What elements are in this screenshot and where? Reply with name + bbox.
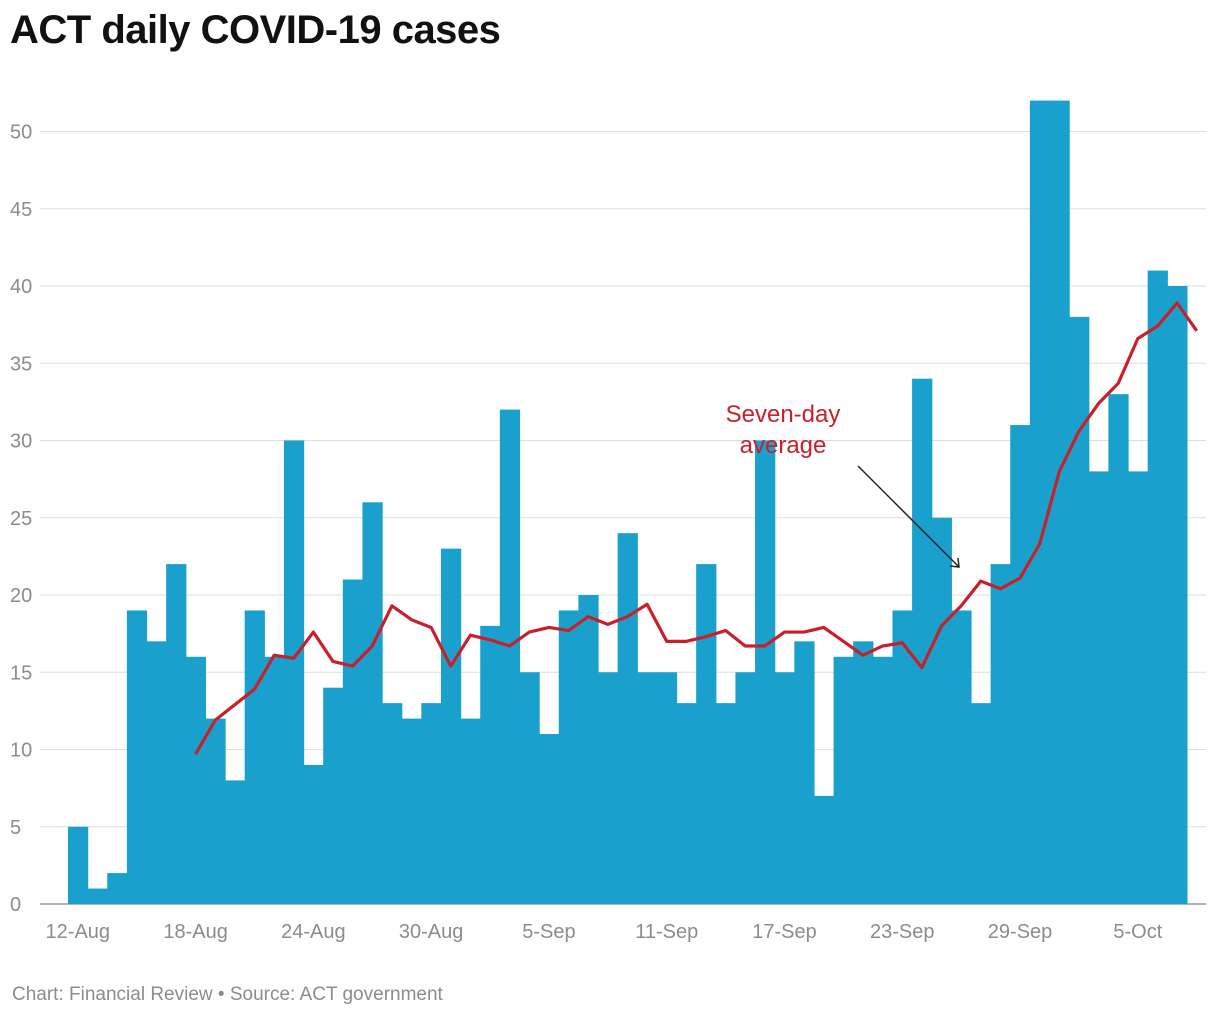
bar — [676, 703, 697, 904]
x-tick-label: 24-Aug — [281, 921, 346, 943]
bar — [990, 564, 1011, 904]
bar — [774, 672, 795, 904]
bar — [715, 703, 737, 904]
bar — [813, 795, 835, 904]
y-tick-label: 20 — [10, 585, 32, 607]
bar — [323, 687, 344, 904]
bar — [382, 703, 403, 904]
bar — [637, 672, 658, 904]
bar — [87, 888, 108, 904]
bar — [1088, 471, 1109, 904]
bar — [872, 656, 894, 904]
x-tick-label: 11-Sep — [635, 921, 698, 943]
bar — [519, 672, 540, 904]
bar — [1069, 316, 1090, 904]
bar — [401, 718, 422, 904]
bar — [794, 641, 815, 904]
bar — [951, 610, 972, 904]
annotation-arrowhead — [949, 557, 960, 568]
x-tick-label: 29-Sep — [988, 921, 1053, 943]
bar — [283, 440, 305, 904]
bar — [421, 703, 442, 904]
bar — [735, 672, 756, 904]
bar — [1128, 471, 1149, 904]
average-line — [194, 301, 1199, 755]
average-line-series — [194, 301, 1199, 755]
bar — [656, 672, 678, 904]
y-tick-label: 40 — [10, 276, 32, 298]
bar — [833, 656, 854, 904]
bar — [185, 656, 207, 904]
bar — [362, 502, 383, 904]
bar — [912, 378, 933, 904]
bar-series — [68, 100, 1188, 905]
bar — [1108, 394, 1129, 904]
bar — [755, 440, 776, 904]
bar — [460, 718, 481, 904]
bar — [1167, 286, 1188, 904]
bar — [440, 548, 462, 904]
bar — [264, 656, 285, 904]
bar — [480, 625, 501, 904]
annotation: Seven-day average — [726, 401, 960, 568]
bar — [225, 780, 246, 904]
bar — [1029, 100, 1051, 905]
bar — [970, 703, 992, 904]
y-axis-ticks: 0 5 10 15 20 25 30 35 40 45 50 — [10, 122, 32, 917]
y-tick-label: 0 — [10, 894, 21, 916]
chart-footer: Chart: Financial Review • Source: ACT go… — [12, 984, 443, 1005]
annotation-arrow — [857, 465, 959, 567]
bar — [558, 610, 579, 904]
bar — [126, 610, 148, 904]
x-tick-label: 12-Aug — [46, 921, 111, 943]
bar — [303, 764, 324, 904]
bar — [1147, 270, 1168, 904]
annotation-label-line2: average — [740, 432, 827, 459]
y-tick-label: 35 — [10, 353, 32, 375]
bar — [598, 672, 619, 904]
y-tick-label: 45 — [10, 199, 32, 221]
chart-title: ACT daily COVID-19 cases — [10, 8, 501, 52]
y-tick-label: 25 — [10, 508, 32, 530]
x-tick-label: 18-Aug — [163, 921, 228, 943]
bar — [617, 533, 638, 904]
y-tick-label: 30 — [10, 431, 32, 453]
y-tick-label: 5 — [10, 817, 21, 839]
annotation-label-line1: Seven-day — [726, 401, 841, 428]
bar — [696, 564, 717, 904]
x-axis-ticks: 12-Aug 18-Aug 24-Aug 30-Aug 5-Sep 11-Sep 17-Se… — [46, 921, 1163, 943]
bar — [853, 641, 874, 904]
y-tick-label: 10 — [10, 740, 32, 762]
bar — [146, 641, 167, 904]
bar — [892, 610, 913, 904]
x-tick-label: 5-Oct — [1113, 921, 1162, 943]
bar — [1010, 425, 1031, 904]
bar — [166, 564, 187, 904]
x-tick-label: 17-Sep — [752, 921, 817, 943]
bar — [1049, 100, 1070, 905]
bar — [931, 517, 952, 904]
bar — [342, 579, 364, 904]
x-tick-label: 30-Aug — [399, 921, 464, 943]
bar — [244, 610, 265, 904]
bar — [68, 826, 89, 904]
bar — [205, 718, 226, 904]
y-tick-label: 15 — [10, 662, 32, 684]
bar — [539, 734, 560, 904]
y-tick-label: 50 — [10, 122, 32, 144]
x-tick-label: 23-Sep — [870, 921, 935, 943]
bar — [107, 873, 128, 904]
bar — [499, 409, 521, 904]
x-tick-label: 5-Sep — [522, 921, 575, 943]
bar — [578, 595, 599, 904]
